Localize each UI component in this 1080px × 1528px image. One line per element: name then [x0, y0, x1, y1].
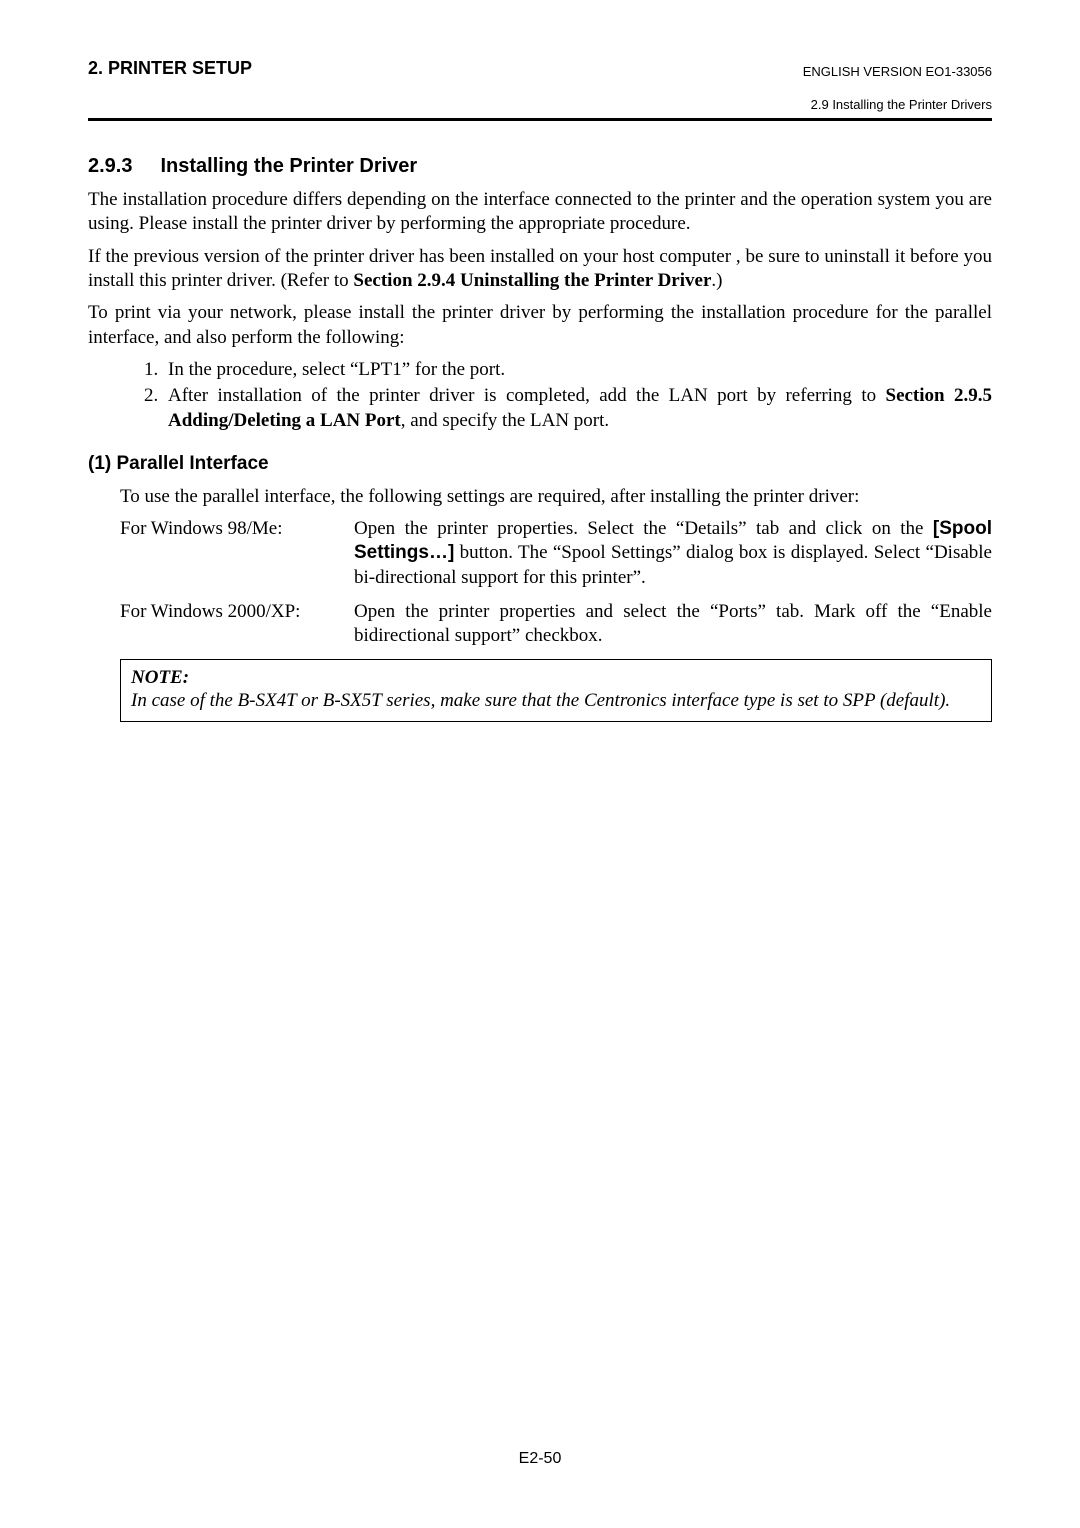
list-number: 2. [144, 384, 168, 433]
definition-row: For Windows 2000/XP: Open the printer pr… [120, 600, 992, 649]
definition-row: For Windows 98/Me: Open the printer prop… [120, 517, 992, 590]
row1-label: For Windows 98/Me: [120, 517, 354, 590]
list-item: 2. After installation of the printer dri… [144, 384, 992, 433]
row2-desc: Open the printer properties and select t… [354, 600, 992, 649]
list-item: 1. In the procedure, select “LPT1” for t… [144, 358, 992, 382]
paragraph-3: To print via your network, please instal… [88, 301, 992, 350]
header-rule [88, 118, 992, 121]
row1-desc: Open the printer properties. Select the … [354, 517, 992, 590]
header-sub: 2.9 Installing the Printer Drivers [88, 97, 992, 112]
paragraph-2: If the previous version of the printer d… [88, 245, 992, 294]
header-right: ENGLISH VERSION EO1-33056 [803, 64, 992, 79]
paragraph-1: The installation procedure differs depen… [88, 188, 992, 237]
ordered-list: 1. In the procedure, select “LPT1” for t… [144, 358, 992, 433]
list-text-2: After installation of the printer driver… [168, 384, 992, 433]
page: 2. PRINTER SETUP ENGLISH VERSION EO1-330… [0, 0, 1080, 1528]
note-body: In case of the B-SX4T or B-SX5T series, … [131, 689, 981, 713]
page-footer: E2-50 [0, 1450, 1080, 1468]
section-number: 2.9.3 [88, 155, 132, 178]
sub-heading-1: (1) Parallel Interface [88, 453, 992, 475]
section-heading: Installing the Printer Driver [160, 155, 417, 177]
list-number: 1. [144, 358, 168, 382]
para2-b: Section 2.9.4 Uninstalling the Printer D… [353, 270, 711, 291]
note-title: NOTE: [131, 666, 981, 690]
sub1-intro: To use the parallel interface, the follo… [120, 485, 992, 509]
header-left: 2. PRINTER SETUP [88, 58, 252, 79]
row1-desc-a: Open the printer properties. Select the … [354, 518, 933, 539]
section-title: 2.9.3 Installing the Printer Driver [88, 155, 992, 178]
list-text-1: In the procedure, select “LPT1” for the … [168, 358, 992, 382]
item2-a: After installation of the printer driver… [168, 385, 886, 406]
note-box: NOTE: In case of the B-SX4T or B-SX5T se… [120, 659, 992, 723]
para2-c: .) [711, 270, 722, 291]
row2-label: For Windows 2000/XP: [120, 600, 354, 649]
header-row: 2. PRINTER SETUP ENGLISH VERSION EO1-330… [88, 58, 992, 79]
item2-c: , and specify the LAN port. [401, 410, 609, 431]
